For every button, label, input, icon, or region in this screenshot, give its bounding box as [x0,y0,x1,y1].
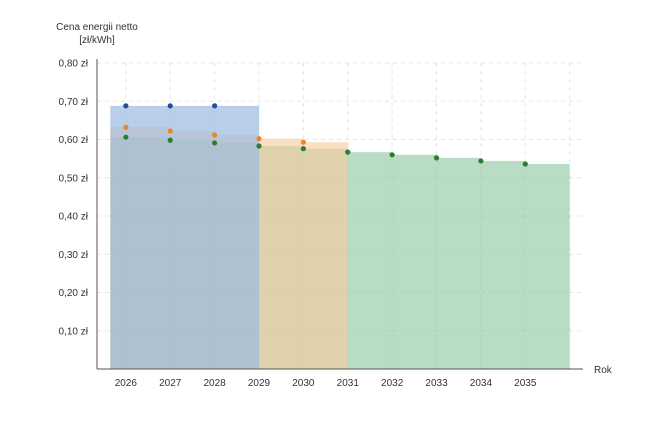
x-tick-label: 2026 [115,378,138,389]
series-area-step-2 [480,160,526,164]
data-point-2 [212,140,218,146]
data-point-0 [167,103,173,109]
y-tick-label: 0,30 zł [59,250,89,261]
series-area-step-2 [347,152,393,164]
data-point-2 [256,143,262,149]
data-point-2 [345,149,351,155]
series-area-0 [110,105,260,369]
y-tick-label: 0,40 zł [59,212,89,223]
series-area-step-2 [392,154,437,164]
y-tick-label: 0,20 zł [59,288,89,299]
data-point-1 [256,136,262,142]
point-layer [123,103,528,167]
x-tick-label: 2033 [425,378,448,389]
area-layer [110,105,570,369]
x-tick-label: 2034 [470,378,493,389]
series-area-step-2 [436,157,481,164]
data-point-2 [433,155,440,161]
data-point-2 [478,158,484,164]
x-tick-label: 2028 [203,378,226,389]
x-tick-label: 2031 [337,378,360,389]
axis-layer [96,59,583,370]
data-point-1 [123,124,129,130]
data-point-2 [167,137,173,143]
data-point-2 [123,134,129,140]
x-tick-label: 2032 [381,378,404,389]
data-point-1 [167,128,173,134]
data-point-2 [300,146,306,152]
data-point-1 [300,139,306,145]
x-tick-label: 2030 [292,378,315,389]
y-tick-label: 0,60 zł [59,135,89,146]
data-point-2 [389,152,395,158]
x-tick-label: 2027 [159,378,182,389]
y-tick-label: 0,80 zł [59,59,89,70]
y-axis-unit: [zł/kWh] [79,35,115,46]
data-point-0 [212,103,218,109]
data-point-2 [522,161,528,167]
label-layer: Cena energii netto [zł/kWh] Rok 0,10 zł 0… [56,22,613,389]
x-tick-label: 2035 [514,378,537,389]
y-tick-label: 0,10 zł [59,326,89,337]
y-axis-title: Cena energii netto [56,22,138,33]
x-axis-title: Rok [594,365,613,376]
data-point-1 [212,132,218,138]
x-tick-label: 2029 [248,378,271,389]
y-tick-label: 0,70 zł [59,97,89,108]
y-tick-label: 0,50 zł [59,173,89,184]
data-point-0 [123,103,129,109]
series-area-step-1 [259,138,304,143]
